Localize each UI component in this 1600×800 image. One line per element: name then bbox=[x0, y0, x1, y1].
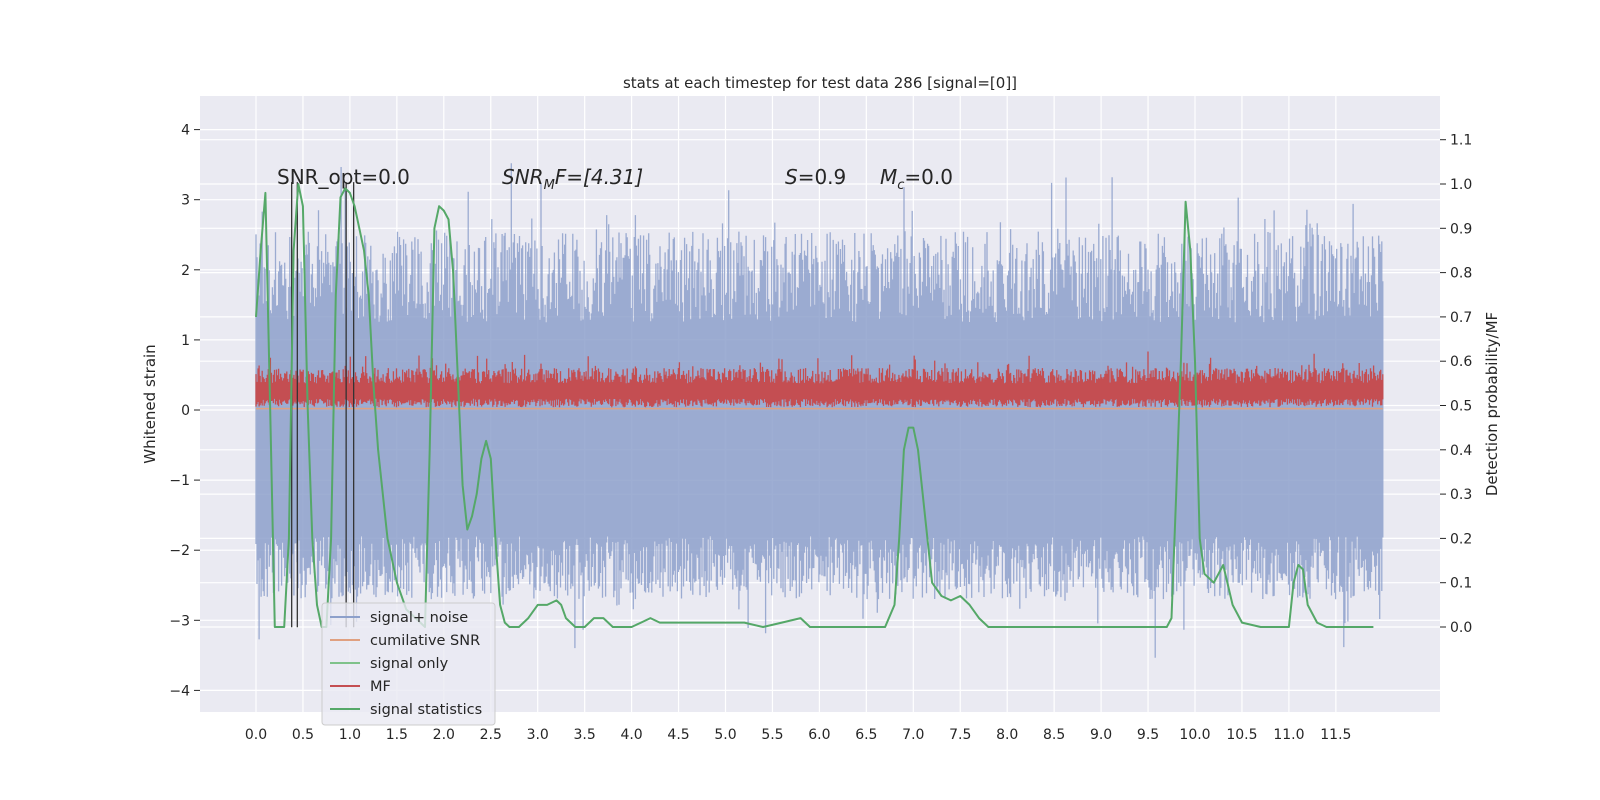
legend-item: signal statistics bbox=[330, 702, 482, 718]
chart-title: stats at each timestep for test data 286… bbox=[623, 74, 1017, 92]
y-tick-label: 0 bbox=[181, 403, 190, 419]
y-tick-label: 4 bbox=[181, 123, 190, 139]
y2-axis-label: Detection probability/MF bbox=[1483, 312, 1501, 496]
x-tick-label: 5.5 bbox=[761, 727, 783, 743]
y-tick-label: 2 bbox=[181, 263, 190, 279]
annotation-mc: Mc=0.0 bbox=[880, 165, 953, 193]
y2-tick-label: 1.1 bbox=[1450, 133, 1472, 149]
x-tick-label: 11.0 bbox=[1273, 727, 1304, 743]
y-tick-label: −3 bbox=[169, 613, 190, 629]
y2-tick-label: 0.5 bbox=[1450, 399, 1472, 415]
legend-item: MF bbox=[330, 679, 391, 695]
x-tick-label: 10.0 bbox=[1179, 727, 1210, 743]
y2-tick-label: 0.1 bbox=[1450, 576, 1472, 592]
mf-line bbox=[255, 351, 1384, 408]
legend-item: cumilative SNR bbox=[330, 633, 480, 649]
legend-item: signal only bbox=[330, 656, 449, 672]
y-tick-label: −4 bbox=[169, 683, 190, 699]
y2-tick-label: 0.6 bbox=[1450, 354, 1472, 370]
x-tick-label: 11.5 bbox=[1320, 727, 1351, 743]
x-tick-label: 4.5 bbox=[667, 727, 689, 743]
x-tick-label: 0.5 bbox=[292, 727, 314, 743]
legend-label: signal+ noise bbox=[370, 610, 468, 626]
x-tick-label: 6.5 bbox=[855, 727, 877, 743]
x-tick-label: 9.0 bbox=[1090, 727, 1112, 743]
y2-tick-label: 0.8 bbox=[1450, 266, 1472, 282]
legend-label: MF bbox=[370, 679, 391, 695]
y-tick-label: 1 bbox=[181, 333, 190, 349]
x-tick-label: 3.5 bbox=[574, 727, 596, 743]
y2-tick-label: 0.2 bbox=[1450, 531, 1472, 547]
y2-tick-label: 0.3 bbox=[1450, 487, 1472, 503]
y2-tick-label: 0.0 bbox=[1450, 620, 1472, 636]
detector-markers bbox=[291, 182, 355, 628]
x-axis-ticks: 0.0 0.5 1.0 1.5 2.0 2.5 3.0 3.5 4.0 4.5 5.0 5.5 6.0 6… bbox=[245, 727, 1352, 743]
annotation-s: S=0.9 bbox=[785, 165, 846, 189]
y-tick-label: 3 bbox=[181, 193, 190, 209]
y2-tick-label: 1.0 bbox=[1450, 177, 1472, 193]
legend-item: signal+ noise bbox=[330, 610, 468, 626]
annotation-snr-opt: SNR_opt=0.0 bbox=[277, 165, 410, 189]
x-tick-label: 7.5 bbox=[949, 727, 971, 743]
y-axis-ticks: 4 3 2 1 0 −1 −2 −3 −4 bbox=[169, 123, 200, 699]
x-tick-label: 4.0 bbox=[620, 727, 642, 743]
x-tick-label: 3.0 bbox=[527, 727, 549, 743]
legend-box bbox=[321, 602, 496, 726]
signal-statistics-line bbox=[255, 183, 1374, 628]
annotation-snr-mf: SNRMF=[4.31] bbox=[502, 165, 643, 193]
x-tick-label: 9.5 bbox=[1137, 727, 1159, 743]
x-tick-label: 1.0 bbox=[339, 727, 361, 743]
x-tick-label: 8.5 bbox=[1043, 727, 1065, 743]
y2-tick-label: 0.7 bbox=[1450, 310, 1472, 326]
x-tick-label: 0.0 bbox=[245, 727, 267, 743]
mf-series bbox=[255, 351, 1384, 408]
y2-axis-ticks: 1.1 1.0 0.9 0.8 0.7 0.6 0.5 0.4 0.3 0.2 0.1 0.0 bbox=[1440, 133, 1472, 636]
y-tick-label: −1 bbox=[169, 473, 190, 489]
x-tick-label: 6.0 bbox=[808, 727, 830, 743]
y2-tick-label: 0.9 bbox=[1450, 221, 1472, 237]
x-tick-label: 10.5 bbox=[1226, 727, 1257, 743]
legend-label: signal statistics bbox=[370, 702, 482, 718]
x-tick-label: 5.0 bbox=[714, 727, 736, 743]
y-tick-label: −2 bbox=[169, 543, 190, 559]
legend: signal+ noise cumilative SNR signal only… bbox=[321, 602, 496, 726]
x-tick-label: 7.0 bbox=[902, 727, 924, 743]
legend-label: signal only bbox=[370, 656, 449, 672]
legend-label: cumilative SNR bbox=[370, 633, 480, 649]
x-tick-label: 2.5 bbox=[480, 727, 502, 743]
y2-tick-label: 0.4 bbox=[1450, 443, 1472, 459]
x-tick-label: 2.0 bbox=[433, 727, 455, 743]
y-axis-label: Whitened strain bbox=[141, 344, 159, 463]
signal-statistics-series bbox=[255, 183, 1374, 628]
x-tick-label: 1.5 bbox=[386, 727, 408, 743]
x-tick-label: 8.0 bbox=[996, 727, 1018, 743]
